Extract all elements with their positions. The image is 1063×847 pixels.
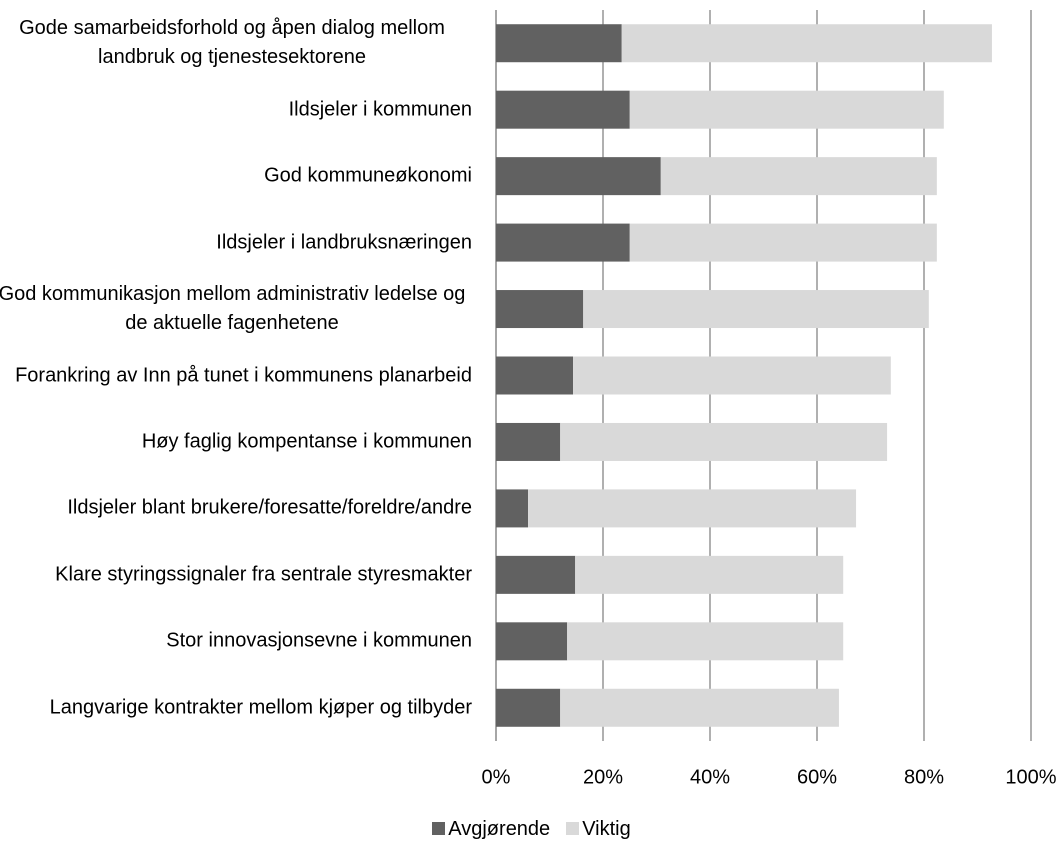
category-text: Ildsjeler i kommunen: [288, 98, 472, 121]
bar-segment: [496, 555, 576, 594]
legend-label: Viktig: [582, 818, 631, 840]
bar-segment: [573, 356, 891, 395]
bar-segment: [496, 290, 584, 329]
category-label: Ildsjeler blant brukere/foresatte/foreld…: [0, 494, 472, 523]
category-label: Høy faglig kompentanse i kommunen: [0, 427, 472, 456]
legend-item: Avgjørende: [432, 818, 550, 840]
category-label: Ildsjeler i kommunen: [0, 95, 472, 124]
bar-segment: [560, 422, 888, 461]
bar-segment: [560, 688, 839, 727]
x-tick-label: 0%: [482, 766, 511, 788]
category-text: Klare styringssignaler fra sentrale styr…: [55, 563, 472, 586]
category-text: Ildsjeler blant brukere/foresatte/foreld…: [67, 496, 472, 519]
bar-segment: [496, 157, 661, 196]
category-text: Langvarige kontrakter mellom kjøper og t…: [49, 696, 472, 719]
bar-segment: [660, 157, 937, 196]
legend: Avgjørende Viktig: [0, 818, 1063, 841]
bar-segment: [496, 223, 630, 262]
x-tick-label: 40%: [690, 766, 730, 788]
bar-segment: [496, 688, 561, 727]
category-text: Høy faglig kompentanse i kommunen: [141, 430, 472, 453]
bar-segment: [567, 622, 844, 661]
bar-segment: [496, 422, 561, 461]
category-label: Gode samarbeidsforhold og åpen dialog me…: [0, 14, 472, 72]
category-text: God kommunikasjon mellom administrativ l…: [0, 283, 466, 335]
legend-swatch: [432, 822, 446, 835]
bar-segment: [629, 223, 937, 262]
x-tick-label: 60%: [797, 766, 837, 788]
category-label: Klare styringssignaler fra sentrale styr…: [0, 560, 472, 589]
legend-item: Viktig: [566, 818, 631, 840]
bar-segment: [621, 24, 992, 63]
category-text: Forankring av Inn på tunet i kommunens p…: [15, 364, 472, 386]
bar-segment: [583, 290, 929, 329]
category-text: Gode samarbeidsforhold og åpen dialog me…: [19, 17, 445, 69]
bar-segment: [528, 489, 857, 528]
x-tick-label: 80%: [904, 766, 944, 788]
bar-segment: [575, 555, 844, 594]
bar-segment: [496, 90, 630, 129]
category-text: Ildsjeler i landbruksnæringen: [216, 231, 472, 254]
bar-segment: [629, 90, 944, 129]
x-tick-label: 100%: [1005, 766, 1056, 788]
bar-segment: [496, 489, 529, 528]
category-label: Stor innovasjonsevne i kommunen: [0, 627, 472, 656]
category-text: Stor innovasjonsevne i kommunen: [166, 629, 472, 652]
category-label: Forankring av Inn på tunet i kommunens p…: [0, 361, 472, 390]
category-label: God kommuneøkonomi: [0, 162, 472, 191]
legend-label: Avgjørende: [448, 818, 551, 840]
category-label: God kommunikasjon mellom administrativ l…: [0, 280, 472, 338]
bar-segment: [496, 24, 622, 63]
bar-segment: [496, 622, 568, 661]
category-label: Langvarige kontrakter mellom kjøper og t…: [0, 693, 472, 722]
category-label: Ildsjeler i landbruksnæringen: [0, 228, 472, 257]
category-text: God kommuneøkonomi: [264, 164, 472, 187]
legend-swatch: [566, 822, 580, 835]
x-tick-label: 20%: [583, 766, 623, 788]
bar-segment: [496, 356, 574, 395]
